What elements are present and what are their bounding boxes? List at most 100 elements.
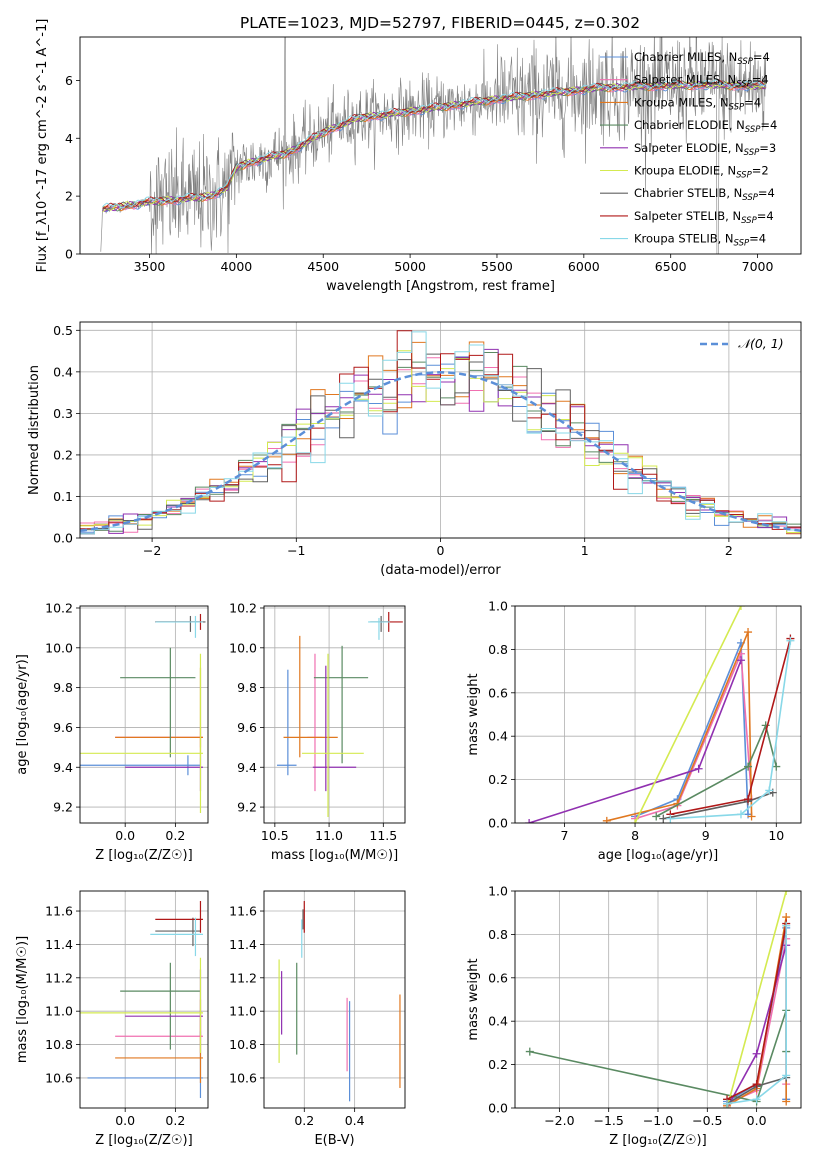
y-tick-label: 1.0	[488, 599, 508, 614]
legend: Chabrier MILES, NSSP=4 Salpeter MILES, NS…	[600, 50, 777, 249]
y-tick-label: 10.6	[45, 1070, 73, 1085]
plus-marker	[736, 606, 745, 610]
plus-marker	[525, 1047, 534, 1056]
x-tick-label: −2.0	[544, 1113, 574, 1128]
x-tick-label: 5500	[481, 259, 513, 274]
legend-entry: Kroupa STELIB, NSSP=4	[634, 232, 766, 249]
axes-frame	[514, 890, 802, 1109]
x-tick-label: 7	[560, 828, 568, 843]
y-tick-label: 0.8	[488, 642, 508, 657]
figure-title: PLATE=1023, MJD=52797, FIBERID=0445, z=0…	[240, 14, 640, 32]
x-axis-label: wavelength [Angstrom, rest frame]	[326, 279, 555, 294]
weight-line	[726, 925, 787, 1105]
y-tick-label: 0.6	[488, 685, 508, 700]
model-line	[102, 79, 766, 209]
panel-residuals: −2 −1 0 1 2 0.0 0.1 0.2 0.3 0.4 0.5 (data-model)/er…	[27, 321, 802, 578]
data-point	[80, 957, 203, 1053]
y-tick-label: 11.2	[45, 970, 73, 985]
weight-line	[634, 606, 742, 823]
x-tick-label: 6000	[568, 259, 600, 274]
y-axis-label: mass [log₁₀(M/M☉)]	[15, 936, 30, 1063]
data-point	[370, 615, 390, 632]
y-tick-label: 0.5	[53, 323, 73, 338]
x-axis-label: E(B-V)	[314, 1133, 354, 1148]
y-tick-label: 10.8	[229, 1037, 257, 1052]
x-tick-label: −2	[143, 543, 161, 558]
data-point	[115, 1019, 203, 1053]
y-tick-label: 9.8	[237, 680, 257, 695]
x-tick-label: 0.0	[747, 1113, 767, 1128]
plot-area-age_vs_mass	[277, 611, 403, 818]
histogram-step	[80, 330, 801, 531]
legend-entry: Kroupa ELODIE, NSSP=2	[634, 164, 769, 181]
x-axis-label: Z [log₁₀(Z/Z☉)]	[609, 1133, 706, 1148]
y-tick-label: 10.6	[229, 1070, 257, 1085]
legend-entry: Salpeter ELODIE, NSSP=3	[634, 141, 776, 158]
x-tick-label: 0	[437, 543, 445, 558]
y-tick-label: 10.2	[229, 600, 257, 615]
y-tick-label: 0.4	[488, 729, 508, 744]
plot-area-spectrum	[100, 37, 767, 254]
panel-age_vs_mass: 10.5 11.0 11.5 9.2 9.4 9.6 9.8 10.0 10.2 mass [lo…	[229, 600, 406, 863]
axes-frame	[79, 36, 802, 255]
x-tick-label: 4500	[307, 259, 339, 274]
y-tick-label: 11.6	[229, 904, 257, 919]
plus-marker	[752, 1049, 761, 1058]
data-point	[80, 755, 201, 776]
y-tick-label: 1.0	[488, 884, 508, 899]
weight-line	[655, 722, 778, 818]
x-axis-label: Z [log₁₀(Z/Z☉)]	[95, 1133, 192, 1148]
y-tick-label: 11.0	[45, 1004, 73, 1019]
weight-line	[670, 638, 792, 816]
x-tick-label: −0.5	[692, 1113, 722, 1128]
data-point	[120, 647, 196, 758]
y-tick-label: 6	[65, 73, 73, 88]
axes-frame	[79, 605, 209, 824]
data-point	[277, 669, 297, 776]
weight-line	[726, 891, 787, 1108]
y-tick-label: 11.0	[229, 1004, 257, 1019]
plus-marker	[786, 636, 795, 645]
y-tick-label: 11.4	[229, 937, 257, 952]
y-tick-label: 10.2	[45, 600, 73, 615]
axes-frame	[263, 890, 406, 1109]
x-tick-label: 11.0	[315, 828, 343, 843]
y-tick-label: 0.0	[488, 1101, 508, 1116]
legend-entry: Salpeter STELIB, NSSP=4	[634, 209, 774, 226]
x-tick-label: 10	[768, 828, 784, 843]
x-tick-label: 9	[702, 828, 710, 843]
x-tick-label: 3500	[134, 259, 166, 274]
x-tick-label: −1.5	[594, 1113, 624, 1128]
plus-marker	[525, 819, 534, 823]
y-tick-label: 0.2	[53, 447, 73, 462]
plus-marker	[782, 1071, 791, 1080]
plot-area-mass_vs_ebv	[278, 901, 401, 1102]
y-tick-label: 10.0	[229, 640, 257, 655]
plot-area-weight_vs_age	[525, 606, 795, 823]
plus-marker	[602, 816, 611, 823]
plus-marker	[752, 1080, 761, 1089]
legend-entry: 𝒩(0, 1)	[738, 336, 784, 351]
panel-age_vs_Z: 0.0 0.2 9.2 9.4 9.6 9.8 10.0 10.2 Z [log₁₀(Z/Z☉)…	[15, 600, 209, 863]
legend-entry: Chabrier ELODIE, NSSP=4	[634, 118, 777, 135]
plus-marker	[744, 795, 753, 804]
data-point	[307, 653, 323, 792]
data-point	[155, 615, 206, 632]
y-tick-label: 0.0	[53, 531, 73, 546]
x-axis-label: mass [log₁₀(M/M☉)]	[271, 848, 398, 863]
legend-entry: Chabrier STELIB, NSSP=4	[634, 186, 775, 203]
x-tick-label: 0.2	[165, 1113, 185, 1128]
legend-entry: Salpeter MILES, NSSP=4	[634, 73, 769, 90]
plus-marker	[631, 819, 640, 823]
weight-line	[634, 653, 753, 820]
x-tick-label: 0.2	[165, 828, 185, 843]
plus-marker	[652, 812, 661, 821]
y-tick-label: 0.2	[488, 772, 508, 787]
x-tick-label: 8	[631, 828, 639, 843]
x-tick-label: 0.0	[115, 1113, 135, 1128]
x-tick-label: 0.2	[294, 1113, 314, 1128]
y-tick-label: 4	[65, 131, 73, 146]
x-axis-label: Z [log₁₀(Z/Z☉)]	[95, 848, 192, 863]
model-line	[102, 79, 766, 209]
plus-marker	[694, 764, 703, 773]
